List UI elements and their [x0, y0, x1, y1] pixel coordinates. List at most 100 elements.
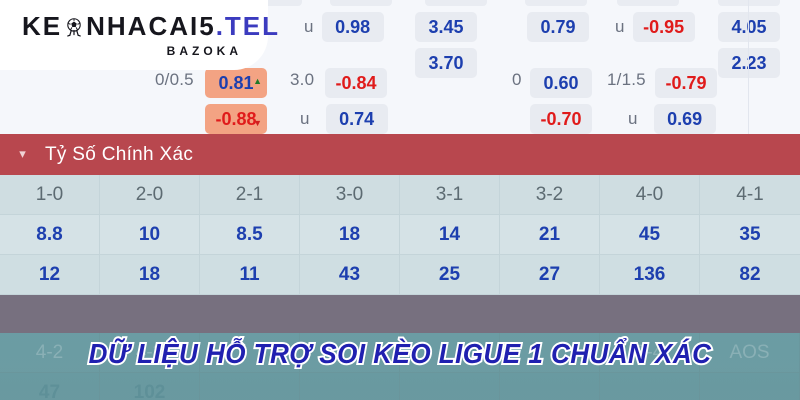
odds-cell[interactable]: 82	[700, 255, 800, 295]
column-header[interactable]: 3-0	[300, 175, 400, 215]
odds-right-bottom-value[interactable]: -0.70	[530, 104, 592, 134]
over-under-marker-right: u	[615, 17, 625, 36]
odds-cell[interactable]: 27	[500, 255, 600, 295]
right-handicap-line-label: 0	[512, 70, 522, 89]
over-under-marker: u	[304, 17, 314, 36]
odds-row-1-right: 0.79 u -0.95	[527, 12, 695, 42]
odds-right-ou-bottom-value[interactable]: 0.69	[653, 104, 716, 134]
odds-row2-top-value[interactable]: 0.81 ▲	[205, 68, 267, 98]
logo-subtitle: BAZOKA	[166, 43, 242, 58]
ghost-chip	[718, 0, 780, 6]
odds-handicap-value[interactable]: 0.98	[321, 12, 384, 42]
column-header[interactable]	[200, 333, 300, 373]
odds-cut-row-right3	[718, 0, 780, 6]
logo-wordmark: KE NHACAI5 .TEL	[22, 10, 278, 41]
column-header[interactable]: 1-0	[0, 175, 100, 215]
right-ou-bottom-marker: u	[628, 109, 638, 128]
odds-ou-bottom-value[interactable]: 0.74	[325, 104, 388, 134]
odds-row-2-line: 0/0.5	[155, 70, 194, 90]
section-title: Tỷ Số Chính Xác	[45, 143, 194, 165]
site-logo[interactable]: KE NHACAI5 .TEL BAZOKA	[0, 0, 278, 70]
table-header-row: 4-2 4-3 3-4 AOS	[0, 333, 800, 373]
odds-cell[interactable]: 12	[0, 255, 100, 295]
odds-cell[interactable]: 14	[400, 215, 500, 255]
column-header[interactable]: 2-0	[100, 175, 200, 215]
odds-row-1-over: 3.45	[415, 12, 477, 42]
odds-cell[interactable]: 136	[600, 255, 700, 295]
ou-line-label: 3.0	[290, 70, 315, 89]
odds-cell[interactable]	[300, 373, 400, 400]
ghost-chip	[425, 0, 487, 6]
odds-right-under[interactable]: 2.23	[718, 48, 780, 78]
column-header[interactable]: 4-1	[700, 175, 800, 215]
column-header[interactable]: 3-2	[500, 175, 600, 215]
odds-row2-bottom-value[interactable]: -0.88 ▼	[205, 104, 267, 134]
odds-cell[interactable]: 8.5	[200, 215, 300, 255]
ghost-chip	[617, 0, 679, 6]
odds-right-first[interactable]: 0.79	[527, 12, 589, 42]
odds-cut-row-left	[240, 0, 302, 6]
odds-cell[interactable]: 43	[300, 255, 400, 295]
odds-cell[interactable]: 47	[0, 373, 100, 400]
odds-cell[interactable]	[500, 373, 600, 400]
odds-row-2-right-ou-top: -0.79	[655, 68, 717, 98]
odds-cut-row-mid	[330, 0, 392, 6]
odds-cell[interactable]	[400, 373, 500, 400]
trend-down-icon: ▼	[253, 118, 262, 128]
odds-row-2-ou-top: -0.84	[325, 68, 387, 98]
dimmed-section-header[interactable]	[0, 295, 800, 333]
column-header[interactable]	[500, 333, 600, 373]
table-row: 8.8 10 8.5 18 14 21 45 35	[0, 215, 800, 255]
right-ou-line-label: 1/1.5	[607, 70, 646, 89]
column-header[interactable]	[400, 333, 500, 373]
column-header[interactable]: 4-3	[100, 333, 200, 373]
odds-row-2-ou-bottom: u 0.74	[300, 104, 388, 134]
odds-over-value[interactable]: 3.45	[415, 12, 477, 42]
section-header-exact-score[interactable]: ▾ Tỷ Số Chính Xác	[0, 134, 800, 175]
odds-cell[interactable]	[700, 373, 800, 400]
odds-cell[interactable]	[200, 373, 300, 400]
column-header[interactable]: 4-2	[0, 333, 100, 373]
odds-cell[interactable]: 18	[300, 215, 400, 255]
odds-ou-top-value[interactable]: -0.84	[325, 68, 387, 98]
column-header[interactable]: 3-4	[600, 333, 700, 373]
column-header[interactable]: 4-0	[600, 175, 700, 215]
odds-cell[interactable]: 11	[200, 255, 300, 295]
odds-cell[interactable]: 102	[100, 373, 200, 400]
trend-up-icon: ▲	[253, 76, 262, 86]
logo-text-after: NHACAI5	[86, 10, 216, 41]
odds-right-over[interactable]: 4.05	[718, 12, 780, 42]
odds-row-2-top: 0.81 ▲	[205, 68, 267, 98]
chevron-down-icon[interactable]: ▾	[19, 146, 26, 161]
column-header[interactable]	[300, 333, 400, 373]
odds-cell[interactable]	[600, 373, 700, 400]
odds-cell[interactable]: 35	[700, 215, 800, 255]
column-header[interactable]: 2-1	[200, 175, 300, 215]
odds-row-2-bottom: -0.88 ▼	[205, 104, 267, 134]
odds-row-2-right-ou-bottom: u 0.69	[628, 104, 716, 134]
ghost-chip	[330, 0, 392, 6]
odds-row2-top-number: 0.81	[218, 72, 254, 93]
odds-cell[interactable]: 10	[100, 215, 200, 255]
odds-cell[interactable]: 8.8	[0, 215, 100, 255]
logo-text-before: KE	[22, 10, 63, 41]
odds-cell[interactable]: 18	[100, 255, 200, 295]
dimmed-score-table: 4-2 4-3 3-4 AOS 47 102	[0, 333, 800, 400]
exact-score-table: 1-0 2-0 2-1 3-0 3-1 3-2 4-0 4-1 8.8 10 8…	[0, 175, 800, 295]
odds-right-value[interactable]: -0.95	[632, 12, 695, 42]
odds-right-top-value[interactable]: 0.60	[530, 68, 592, 98]
odds-cut-row-mid2	[425, 0, 487, 6]
odds-under-value[interactable]: 3.70	[415, 48, 477, 78]
odds-cell[interactable]: 45	[600, 215, 700, 255]
banner-headline: DỮ LIỆU HỖ TRỢ SOI KÈO LIGUE 1 CHUẨN XÁC	[87, 336, 713, 371]
odds-row-2-right-line: 0	[512, 70, 522, 90]
table-header-row: 1-0 2-0 2-1 3-0 3-1 3-2 4-0 4-1	[0, 175, 800, 215]
ghost-chip	[525, 0, 587, 6]
odds-row2-bottom-number: -0.88	[215, 108, 257, 129]
column-header[interactable]: 3-1	[400, 175, 500, 215]
odds-row-2-right-ou-label: 1/1.5	[607, 70, 646, 90]
odds-cell[interactable]: 21	[500, 215, 600, 255]
odds-cell[interactable]: 25	[400, 255, 500, 295]
odds-right-ou-top-value[interactable]: -0.79	[655, 68, 717, 98]
